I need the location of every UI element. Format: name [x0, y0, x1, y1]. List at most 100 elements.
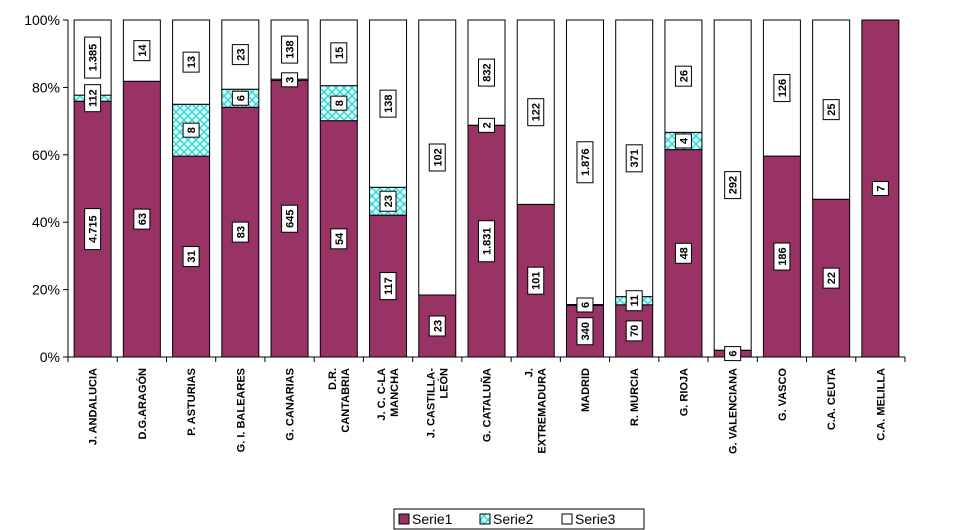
svg-text:EXTREMADURA: EXTREMADURA	[537, 368, 549, 454]
svg-text:8: 8	[334, 100, 346, 106]
data-label-serie1-11: 70	[625, 320, 643, 342]
y-tick-label: 40%	[32, 214, 60, 230]
data-label-serie3-1: 14	[133, 40, 151, 62]
data-label-serie1-3: 83	[231, 221, 249, 243]
svg-text:G. VASCO: G. VASCO	[777, 368, 789, 421]
svg-text:MANCHA: MANCHA	[389, 368, 401, 417]
svg-text:D.G.ARAGÓN: D.G.ARAGÓN	[136, 368, 149, 440]
data-label-serie2-2: 8	[182, 122, 200, 138]
data-label-serie3-9: 122	[527, 98, 545, 127]
data-label-serie3-5: 15	[330, 42, 348, 64]
svg-text:2: 2	[482, 122, 494, 128]
y-tick-label: 80%	[32, 79, 60, 95]
data-label-serie2-5: 8	[330, 95, 348, 111]
svg-text:23: 23	[432, 320, 444, 332]
legend-label-serie3: Serie3	[575, 511, 616, 527]
svg-text:G. CANARIAS: G. CANARIAS	[285, 368, 297, 441]
svg-text:J.: J.	[524, 368, 536, 377]
svg-text:4.715: 4.715	[88, 215, 100, 243]
svg-text:48: 48	[678, 247, 690, 259]
svg-text:832: 832	[482, 63, 494, 81]
svg-text:112: 112	[88, 89, 100, 107]
svg-text:292: 292	[728, 176, 740, 194]
svg-text:C.A. CEUTA: C.A. CEUTA	[826, 368, 838, 430]
svg-text:1.876: 1.876	[580, 148, 592, 176]
data-label-serie1-8: 1.831	[478, 220, 495, 263]
svg-text:54: 54	[334, 232, 346, 245]
data-label-serie3-15: 25	[822, 99, 840, 121]
data-label-serie3-8: 832	[478, 58, 495, 87]
svg-text:6: 6	[235, 95, 247, 101]
data-label-serie2-11: 11	[625, 290, 643, 312]
data-label-serie3-12: 26	[674, 65, 692, 87]
svg-text:138: 138	[383, 94, 395, 112]
x-tick-label-3: G. I. BALEARES	[235, 368, 247, 452]
x-tick-label-7: J. CASTILLA-	[425, 368, 437, 439]
x-tick-label-4: G. CANARIAS	[285, 368, 297, 441]
svg-text:14: 14	[137, 44, 149, 57]
data-label-serie3-4: 138	[281, 35, 299, 64]
data-label-serie2-12: 4	[674, 133, 692, 149]
x-tick-label-0: J. ANDALUCIA	[88, 368, 100, 445]
svg-text:102: 102	[432, 148, 444, 166]
svg-text:23: 23	[235, 48, 247, 60]
x-tick-label-7: LEÓN	[437, 368, 450, 399]
svg-text:P. ASTURIAS: P. ASTURIAS	[186, 368, 198, 436]
svg-text:11: 11	[629, 295, 641, 307]
x-tick-label-11: R. MURCIA	[629, 368, 641, 426]
data-label-serie3-0: 1.385	[84, 36, 102, 79]
svg-text:J. C. C-LA: J. C. C-LA	[376, 368, 388, 421]
data-label-serie2-6: 23	[379, 190, 397, 212]
svg-text:101: 101	[531, 272, 543, 290]
svg-text:26: 26	[678, 70, 690, 82]
svg-text:645: 645	[285, 210, 297, 228]
svg-text:31: 31	[186, 250, 198, 262]
data-label-serie2-3: 6	[231, 90, 249, 106]
y-tick-label: 20%	[32, 282, 60, 298]
svg-text:8: 8	[186, 127, 198, 133]
svg-text:83: 83	[235, 226, 247, 238]
data-label-serie1-6: 117	[379, 272, 397, 301]
x-tick-label-16: C.A. MELILLA	[875, 368, 887, 441]
data-label-serie1-16: 7	[871, 181, 889, 196]
svg-text:J. CASTILLA-: J. CASTILLA-	[425, 368, 437, 439]
data-label-serie3-3: 23	[231, 44, 249, 66]
svg-text:70: 70	[629, 325, 641, 337]
x-tick-label-10: MADRID	[580, 368, 592, 412]
svg-text:C.A. MELILLA: C.A. MELILLA	[875, 368, 887, 441]
svg-text:117: 117	[383, 277, 395, 295]
svg-text:122: 122	[531, 103, 543, 121]
data-label-serie2-10: 6	[576, 297, 594, 313]
svg-text:D.R.: D.R.	[327, 368, 339, 390]
x-tick-label-6: J. C. C-LA	[376, 368, 388, 421]
data-label-serie1-5: 54	[330, 228, 348, 250]
x-tick-label-13: G. VALENCIANA	[728, 368, 740, 454]
legend-label-serie1: Serie1	[412, 511, 453, 527]
data-label-serie1-7: 23	[428, 315, 446, 337]
svg-text:6: 6	[728, 351, 740, 357]
svg-text:23: 23	[383, 195, 395, 207]
svg-text:126: 126	[777, 79, 789, 97]
data-label-serie1-0: 4.715	[84, 208, 102, 251]
legend-swatch-serie2	[479, 513, 491, 525]
data-label-serie2-8: 2	[478, 117, 495, 133]
svg-text:G. CATALUÑA: G. CATALUÑA	[481, 368, 494, 442]
svg-text:J. ANDALUCIA: J. ANDALUCIA	[88, 368, 100, 445]
svg-text:63: 63	[137, 213, 149, 225]
data-label-serie3-14: 126	[773, 74, 791, 103]
svg-text:MADRID: MADRID	[580, 368, 592, 412]
y-tick-label: 0%	[40, 349, 60, 365]
svg-text:25: 25	[826, 104, 838, 116]
svg-text:4: 4	[678, 137, 690, 144]
svg-text:G. VALENCIANA: G. VALENCIANA	[728, 368, 740, 454]
svg-text:340: 340	[580, 322, 592, 340]
x-tick-label-2: P. ASTURIAS	[186, 368, 198, 436]
svg-text:3: 3	[285, 77, 297, 83]
svg-text:G. RIOJA: G. RIOJA	[678, 368, 690, 416]
data-label-serie1-14: 186	[773, 242, 791, 271]
legend-label-serie2: Serie2	[493, 511, 534, 527]
svg-text:R. MURCIA: R. MURCIA	[629, 368, 641, 426]
legend-box	[393, 508, 645, 530]
y-tick-label: 100%	[24, 12, 60, 28]
legend-swatch-serie3	[561, 513, 573, 525]
